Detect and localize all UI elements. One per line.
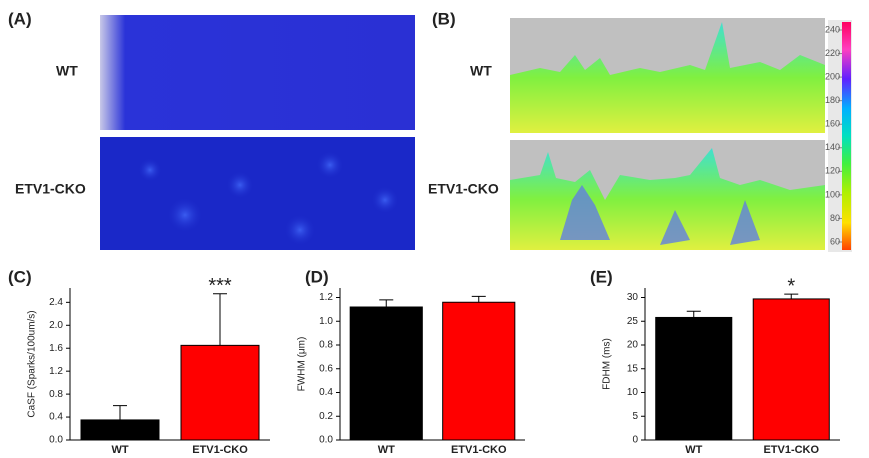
bar (80, 419, 160, 441)
x-tick-label: ETV1-CKO (451, 444, 507, 456)
error-bar (784, 293, 799, 299)
y-tick-label: 20 (627, 340, 639, 351)
surface-peaks (560, 185, 760, 245)
significance: * (787, 275, 795, 297)
row-label: ETV1-CKO (15, 181, 86, 197)
panel-label: (D) (305, 267, 329, 286)
x-tick-label: WT (111, 444, 128, 456)
colorbar-tick-label: 200 (825, 71, 840, 81)
row-label: WT (56, 63, 78, 79)
y-tick-label: 1.6 (49, 343, 63, 354)
y-axis-label: FWHM (μm) (297, 337, 308, 392)
row-label: WT (470, 63, 492, 79)
error-bar (471, 295, 486, 303)
colorbar-tick-label: 140 (825, 142, 840, 152)
y-tick-label: 1.0 (319, 316, 333, 327)
colorbar-tick-label: 160 (825, 119, 840, 129)
row-label: ETV1-CKO (428, 181, 499, 197)
panel-label: (B) (432, 9, 456, 28)
colorbar-tick-label: 220 (825, 48, 840, 58)
bar (655, 316, 733, 441)
y-tick-label: 1.2 (49, 366, 63, 377)
y-tick-label: 0.0 (319, 435, 333, 446)
bar (349, 306, 423, 441)
y-tick-label: 30 (627, 292, 639, 303)
colorbar-ticks: 60 80 100 120 140 160 180 200 220 240 (825, 24, 842, 246)
bar (752, 298, 830, 441)
colorbar-tick-label: 240 (825, 24, 840, 34)
y-tick-label: 2.4 (49, 297, 63, 308)
colorbar-tick-label: 100 (825, 189, 840, 199)
image-spots (138, 151, 399, 246)
colorbar-tick-label: 180 (825, 95, 840, 105)
bar (442, 301, 516, 441)
y-tick-label: 0.4 (319, 387, 333, 398)
y-tick-label: 1.2 (319, 292, 333, 303)
image-cko (100, 137, 415, 250)
y-tick-label: 15 (627, 363, 639, 374)
y-axis-label: FDHM (ms) (602, 338, 613, 390)
y-tick-label: 25 (627, 316, 639, 327)
colorbar-tick-label: 60 (830, 236, 840, 246)
colorbar-tick-label: 80 (830, 213, 840, 223)
y-tick-label: 5 (632, 411, 638, 422)
bar (180, 344, 260, 441)
x-tick-label: ETV1-CKO (192, 444, 248, 456)
error-bar (213, 293, 227, 346)
x-tick-label: WT (378, 444, 395, 456)
y-tick-label: 0 (632, 435, 638, 446)
panel-label: (C) (8, 267, 32, 286)
panel-label: (A) (8, 9, 32, 28)
y-tick-label: 0.4 (49, 412, 63, 423)
colorbar-tick-label: 120 (825, 166, 840, 176)
y-tick-label: 0.8 (319, 340, 333, 351)
y-tick-label: 10 (627, 387, 639, 398)
significance: *** (208, 275, 232, 297)
surface-terrain (510, 22, 825, 133)
y-tick-label: 2.0 (49, 320, 63, 331)
y-tick-label: 0.2 (319, 411, 333, 422)
colorbar (842, 22, 851, 250)
y-axis-label: CaSF (Sparks/100um/s) (27, 310, 38, 417)
error-bar (686, 310, 701, 318)
charts: (C) CaSF (Sparks/100um/s) 0.0 0.4 0.8 1.2 1.6 2… (8, 267, 840, 456)
error-bar (113, 405, 127, 420)
y-tick-label: 0.6 (319, 363, 333, 374)
y-tick-label: 0.0 (49, 435, 63, 446)
x-tick-label: WT (685, 444, 702, 456)
error-bar (379, 299, 394, 307)
image-wt (100, 15, 415, 130)
panel-label: (E) (590, 267, 613, 286)
x-tick-label: ETV1-CKO (763, 444, 819, 456)
y-tick-label: 0.8 (49, 389, 63, 400)
